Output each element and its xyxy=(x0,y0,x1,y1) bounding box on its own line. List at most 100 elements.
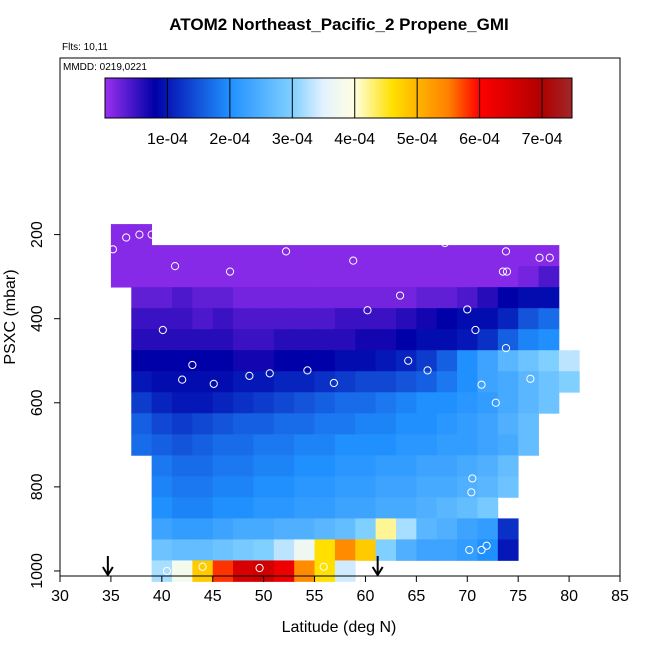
heatmap-cell xyxy=(497,350,519,372)
heatmap-cell xyxy=(396,455,417,477)
heatmap-cell xyxy=(334,308,356,330)
heatmap-cell xyxy=(151,350,173,372)
heatmap-cell xyxy=(212,329,234,351)
heatmap-cell xyxy=(436,455,458,477)
heatmap-cell xyxy=(334,497,356,519)
heatmap-cell xyxy=(416,329,438,351)
observation-point xyxy=(170,262,180,271)
heatmap-cell xyxy=(334,413,356,435)
heatmap-cell xyxy=(355,434,377,456)
heatmap-cell xyxy=(457,434,478,456)
observation-point xyxy=(545,253,554,262)
heatmap-cell xyxy=(334,329,356,351)
heatmap-cell xyxy=(396,371,417,393)
heatmap-cell xyxy=(375,329,397,351)
heatmap-cell xyxy=(396,497,417,519)
heatmap-cell xyxy=(497,308,519,330)
heatmap-cell xyxy=(334,476,356,498)
heatmap-cell xyxy=(457,455,478,477)
heatmap-cell xyxy=(497,518,519,540)
x-tick-label: 35 xyxy=(102,588,120,605)
heatmap-cell xyxy=(436,329,458,351)
heatmap-cell xyxy=(253,371,275,393)
y-tick-label: 800 xyxy=(29,473,46,500)
flight-arrow xyxy=(102,556,114,577)
flight-arrow xyxy=(371,556,384,577)
observation-point xyxy=(477,545,486,555)
heatmap-cell xyxy=(396,518,417,540)
heatmap-cell xyxy=(334,560,356,582)
heatmap-cell xyxy=(334,434,356,456)
heatmap-cell xyxy=(253,455,275,477)
x-tick-label: 50 xyxy=(255,588,273,605)
heatmap-cell xyxy=(233,329,254,351)
heatmap-cell xyxy=(212,392,234,414)
colorbar-tick-label: 7e-04 xyxy=(522,131,563,148)
heatmap-cell xyxy=(538,245,560,267)
heatmap-cell xyxy=(416,497,438,519)
heatmap-cell xyxy=(497,266,519,288)
heatmap-cell xyxy=(518,266,539,288)
heatmap-cell xyxy=(172,539,193,561)
observation-point xyxy=(209,379,218,388)
colorbar-tick-label: 3e-04 xyxy=(272,131,313,148)
heatmap-cell xyxy=(457,497,478,519)
heatmap-cell xyxy=(314,497,336,519)
heatmap-cell xyxy=(273,392,295,414)
heatmap-cell xyxy=(477,434,499,456)
heatmap-cell xyxy=(518,287,539,309)
chart-title: ATOM2 Northeast_Pacific_2 Propene_GMI xyxy=(169,15,508,34)
observation-point xyxy=(158,325,167,335)
heatmap-cell xyxy=(131,224,153,246)
heatmap-cell xyxy=(233,434,254,456)
colorbar-tick-label: 1e-04 xyxy=(147,131,188,148)
heatmap-cell xyxy=(212,350,234,372)
heatmap-cell xyxy=(110,224,132,246)
heatmap-cell xyxy=(253,476,275,498)
heatmap-cell xyxy=(294,434,315,456)
observation-point xyxy=(467,488,476,497)
heatmap-cell xyxy=(192,413,214,435)
observation-point xyxy=(329,378,338,388)
heatmap-cell xyxy=(375,392,397,414)
heatmap-cell xyxy=(477,476,499,498)
heatmap-cell xyxy=(172,308,193,330)
heatmap-cell xyxy=(151,371,173,393)
arrow-head xyxy=(102,566,114,577)
heatmap-cell xyxy=(375,539,397,561)
observation-point xyxy=(122,233,131,242)
heatmap-cell xyxy=(294,371,315,393)
heatmap-cell xyxy=(253,392,275,414)
heatmap-cell xyxy=(355,476,377,498)
observation-point xyxy=(135,230,144,239)
heatmap-cell xyxy=(518,350,539,372)
heatmap-cell xyxy=(212,245,234,267)
heatmap-cell xyxy=(273,308,295,330)
heatmap-cell xyxy=(375,371,397,393)
heatmap-cell xyxy=(497,455,519,477)
heatmap-cell xyxy=(212,434,234,456)
heatmap-cell xyxy=(294,497,315,519)
heatmap-cell xyxy=(314,329,336,351)
heatmap-cell xyxy=(334,518,356,540)
heatmap-cell xyxy=(436,245,458,267)
heatmap-cell xyxy=(233,308,254,330)
arrow-head xyxy=(371,566,384,577)
x-tick-label: 30 xyxy=(51,588,69,605)
heatmap-cell xyxy=(233,266,254,288)
x-tick-label: 70 xyxy=(458,588,476,605)
heatmap-cell xyxy=(212,308,234,330)
heatmap-cell xyxy=(294,245,315,267)
heatmap-cell xyxy=(151,392,173,414)
heatmap-cell xyxy=(253,518,275,540)
observation-point xyxy=(440,238,449,248)
heatmap-cell xyxy=(477,287,499,309)
heatmap-cell xyxy=(172,413,193,435)
heatmap-cell xyxy=(355,518,377,540)
observation-point xyxy=(535,253,544,262)
heatmap-cell xyxy=(416,308,438,330)
heatmap-cell xyxy=(253,308,275,330)
heatmap-cell xyxy=(192,560,214,582)
heatmap-cell xyxy=(396,308,417,330)
heatmap-cell xyxy=(233,413,254,435)
